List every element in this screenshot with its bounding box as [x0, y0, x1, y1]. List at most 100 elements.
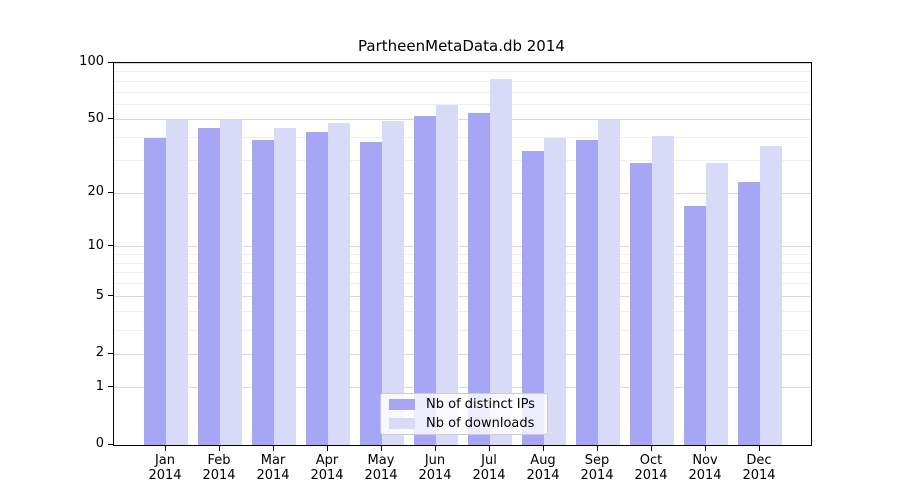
x-tick [704, 446, 706, 451]
legend-swatch-downloads [389, 418, 415, 429]
y-tick-label: 50 [87, 110, 104, 126]
x-tick-label: Jun 2014 [407, 453, 463, 483]
bar [382, 121, 404, 445]
x-tick-label: Sep 2014 [569, 453, 625, 483]
x-tick-year: 2014 [418, 468, 452, 483]
minor-gridline [114, 272, 811, 274]
bar [166, 119, 188, 445]
x-tick-month: Jan [154, 453, 176, 468]
x-tick-month: Aug [530, 453, 556, 468]
x-tick [434, 446, 436, 451]
x-tick [218, 446, 220, 451]
bar [630, 163, 652, 445]
x-tick-year: 2014 [526, 468, 560, 483]
x-tick-month: Feb [207, 453, 231, 468]
x-tick-year: 2014 [688, 468, 722, 483]
minor-gridline [114, 329, 811, 331]
x-tick [650, 446, 652, 451]
major-gridline [114, 296, 811, 298]
y-tick-label: 5 [95, 287, 104, 303]
bar [360, 141, 382, 445]
x-tick-year: 2014 [472, 468, 506, 483]
legend-item-distinct-ips: Nb of distinct IPs [389, 396, 539, 412]
x-tick-month: Jun [424, 453, 446, 468]
x-tick [164, 446, 166, 451]
x-tick-label: Feb 2014 [191, 453, 247, 483]
legend: Nb of distinct IPs Nb of downloads [380, 393, 548, 435]
major-gridline [114, 387, 811, 389]
major-gridline [114, 119, 811, 121]
x-tick-label: Apr 2014 [299, 453, 355, 483]
x-tick-label: Jan 2014 [137, 453, 193, 483]
x-tick-label: Oct 2014 [623, 453, 679, 483]
y-tick-label: 100 [79, 54, 104, 69]
bar [522, 150, 544, 445]
x-tick [596, 446, 598, 451]
x-tick-month: Apr [315, 453, 339, 468]
x-tick-year: 2014 [148, 468, 182, 483]
x-tick-year: 2014 [580, 468, 614, 483]
major-gridline [114, 353, 811, 355]
y-tick [108, 61, 113, 63]
bar [220, 119, 242, 445]
x-tick-year: 2014 [742, 468, 776, 483]
x-tick-month: Dec [746, 453, 772, 468]
x-tick [488, 446, 490, 451]
bar [706, 163, 728, 445]
x-tick-month: Mar [260, 453, 286, 468]
y-tick [108, 443, 113, 445]
y-tick [108, 352, 113, 354]
legend-label: Nb of downloads [426, 415, 535, 431]
x-tick [272, 446, 274, 451]
legend-label: Nb of distinct IPs [426, 396, 535, 412]
x-tick-label: Mar 2014 [245, 453, 301, 483]
bar [684, 205, 706, 445]
y-tick [108, 245, 113, 247]
bar [306, 131, 328, 445]
bar [490, 79, 512, 445]
y-tick [108, 191, 113, 193]
major-gridline [114, 62, 811, 64]
x-tick-label: Aug 2014 [515, 453, 571, 483]
x-tick-month: Sep [584, 453, 610, 468]
bar [252, 139, 274, 445]
chart-title: PartheenMetaData.db 2014 [358, 37, 565, 55]
x-tick-year: 2014 [256, 468, 290, 483]
minor-gridline [114, 71, 811, 73]
bar [760, 146, 782, 445]
y-tick-label: 1 [95, 378, 104, 394]
minor-gridline [114, 91, 811, 93]
plot-area [113, 62, 812, 446]
x-tick [326, 446, 328, 451]
minor-gridline [114, 262, 811, 264]
legend-item-downloads: Nb of downloads [389, 415, 539, 431]
x-tick-month: Oct [639, 453, 663, 468]
legend-swatch-distinct-ips [389, 399, 415, 410]
x-tick-year: 2014 [202, 468, 236, 483]
x-tick-year: 2014 [634, 468, 668, 483]
x-tick-label: Dec 2014 [731, 453, 787, 483]
x-tick-year: 2014 [364, 468, 398, 483]
x-tick [758, 446, 760, 451]
minor-gridline [114, 104, 811, 106]
y-tick-label: 20 [87, 184, 104, 199]
y-tick-label: 10 [87, 237, 104, 253]
bar [576, 139, 598, 445]
x-tick-month: Jul [481, 453, 497, 468]
bar [144, 137, 166, 445]
bar [198, 128, 220, 445]
bar [598, 119, 620, 445]
bar [652, 135, 674, 445]
x-tick-label: Nov 2014 [677, 453, 733, 483]
major-gridline [114, 246, 811, 248]
y-tick-label: 0 [95, 436, 104, 451]
bar [328, 122, 350, 445]
major-gridline [114, 192, 811, 194]
minor-gridline [114, 80, 811, 82]
x-tick [380, 446, 382, 451]
bar [738, 181, 760, 445]
minor-gridline [114, 253, 811, 255]
minor-gridline [114, 137, 811, 139]
y-tick [108, 386, 113, 388]
